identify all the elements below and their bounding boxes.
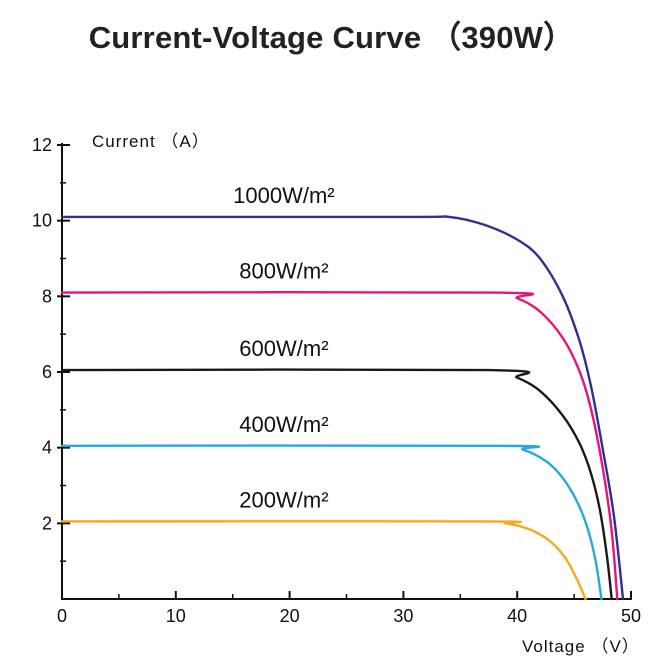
y-tick-label: 10: [32, 211, 52, 231]
series-label: 400W/m²: [239, 412, 328, 437]
series-label: 1000W/m²: [233, 183, 334, 208]
y-tick-label: 2: [42, 513, 52, 533]
x-tick-label: 50: [621, 606, 641, 626]
labels-layer: 1000W/m² 800W/m² 600W/m² 400W/m² 200W/m²: [233, 183, 334, 513]
x-tick-label: 40: [507, 606, 527, 626]
y-tick-label: 8: [42, 286, 52, 306]
x-axis-title: Voltage （V）: [522, 637, 640, 656]
x-tick-label: 0: [57, 606, 67, 626]
series-curve: [60, 520, 587, 601]
y-axis-title: Current （A）: [92, 132, 210, 151]
axes: 2 4 6 8 10 12 0 10 20 30 40 50: [32, 135, 641, 626]
series-layer: [60, 215, 625, 601]
x-tick-label: 30: [393, 606, 413, 626]
x-tick-label: 20: [280, 606, 300, 626]
y-tick-label: 4: [42, 438, 52, 458]
series-curve: [60, 290, 619, 601]
series-label: 600W/m²: [239, 336, 328, 361]
series-label: 800W/m²: [239, 259, 328, 284]
series-curve: [60, 444, 603, 601]
y-tick-label: 12: [32, 135, 52, 155]
chart-title: Current-Voltage Curve （390W）: [88, 20, 575, 55]
y-tick-label: 6: [42, 362, 52, 382]
x-tick-label: 10: [166, 606, 186, 626]
series-label: 200W/m²: [239, 487, 328, 512]
series-curve: [60, 215, 625, 601]
series-curve: [60, 368, 613, 601]
